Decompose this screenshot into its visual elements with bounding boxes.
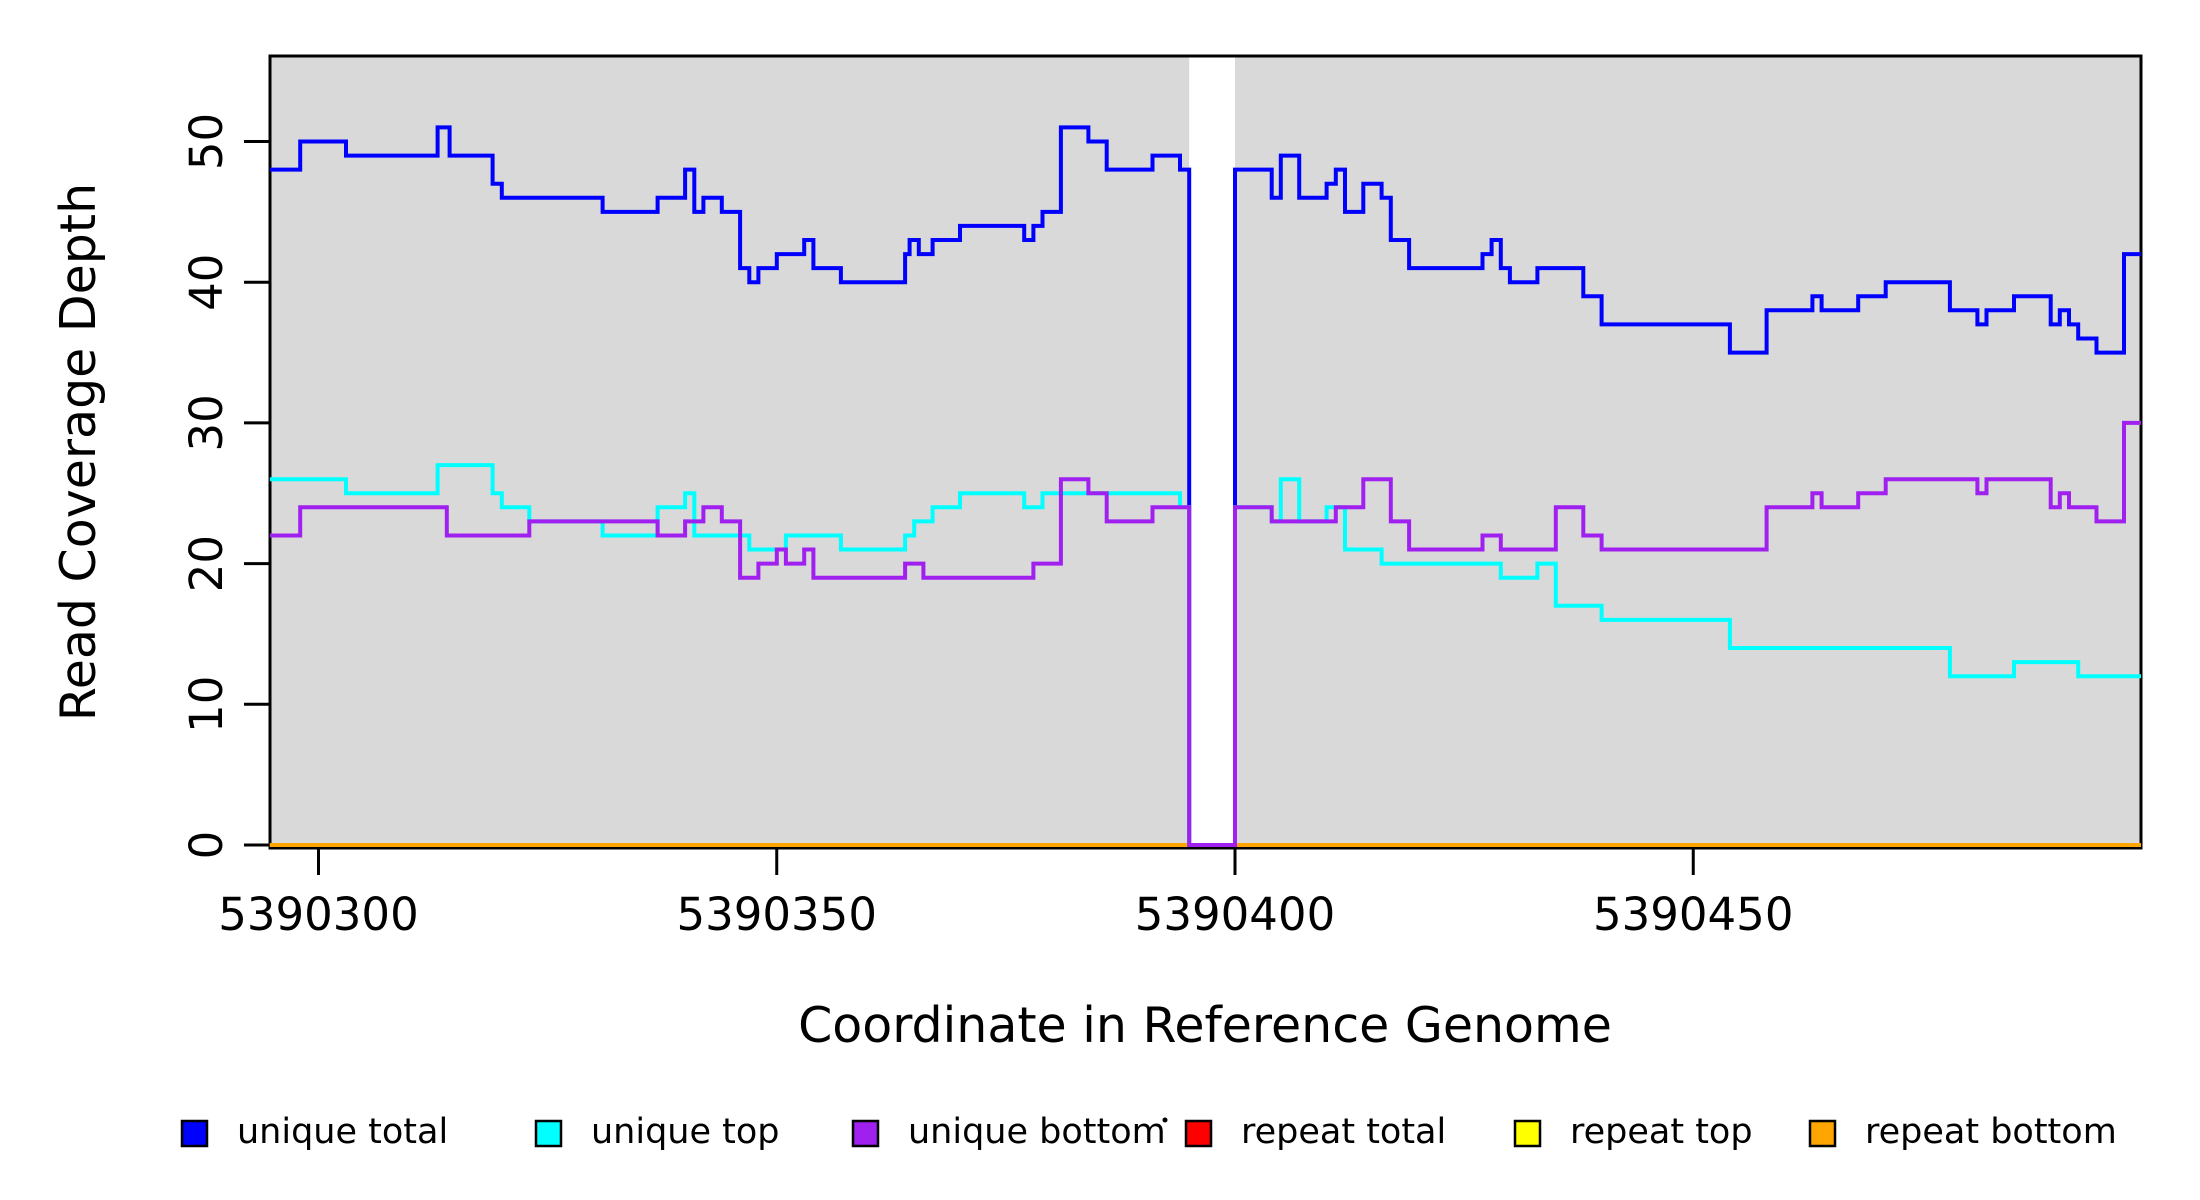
x-tick-label: 5390400 — [1135, 888, 1335, 941]
legend-item-unique-top: unique top — [534, 1112, 780, 1152]
legend-label: repeat top — [1570, 1112, 1753, 1152]
legend-swatch — [1184, 1119, 1213, 1148]
stray-mark — [1162, 1117, 1168, 1123]
legend-swatch — [851, 1119, 880, 1148]
legend-swatch — [180, 1119, 209, 1148]
y-tick-label: 20 — [180, 535, 233, 592]
y-tick-label: 10 — [180, 676, 233, 733]
legend-item-unique-total: unique total — [180, 1112, 448, 1152]
y-tick-label: 0 — [180, 831, 233, 860]
x-tick-label: 5390300 — [218, 888, 418, 941]
legend-label: unique bottom — [908, 1112, 1166, 1152]
legend-item-repeat-top: repeat top — [1513, 1112, 1753, 1152]
y-tick-label: 40 — [180, 254, 233, 311]
legend-label: repeat bottom — [1865, 1112, 2117, 1152]
y-axis-title: Read Coverage Depth — [50, 183, 107, 721]
axes-ticks: 5390300 5390350 5390400 5390450 0 10 20 30 40 50 — [180, 113, 1793, 941]
legend-item-repeat-bottom: repeat bottom — [1808, 1112, 2117, 1152]
legend-label: repeat total — [1241, 1112, 1446, 1152]
plot-box — [268, 54, 2143, 850]
series-unique-bottom — [269, 420, 2141, 847]
legend-swatch — [1808, 1119, 1837, 1148]
legend-label: unique top — [591, 1112, 780, 1152]
series-lines — [269, 125, 2141, 847]
series-unique-top — [269, 463, 2141, 847]
legend-item-repeat-total: repeat total — [1184, 1112, 1446, 1152]
legend: unique total unique top unique bottom repea… — [180, 1112, 2117, 1152]
x-tick-label: 5390350 — [677, 888, 877, 941]
zero-coverage-gap — [1189, 57, 1235, 847]
y-tick-label: 50 — [180, 113, 233, 170]
x-axis-title: Coordinate in Reference Genome — [798, 997, 1612, 1054]
legend-label: unique total — [237, 1112, 448, 1152]
x-tick-label: 5390450 — [1593, 888, 1793, 941]
y-tick-label: 30 — [180, 394, 233, 451]
plot-background — [270, 56, 2141, 848]
plot-border — [268, 54, 2143, 850]
legend-swatch — [534, 1119, 563, 1148]
legend-swatch — [1513, 1119, 1542, 1148]
legend-item-unique-bottom: unique bottom — [851, 1112, 1166, 1152]
